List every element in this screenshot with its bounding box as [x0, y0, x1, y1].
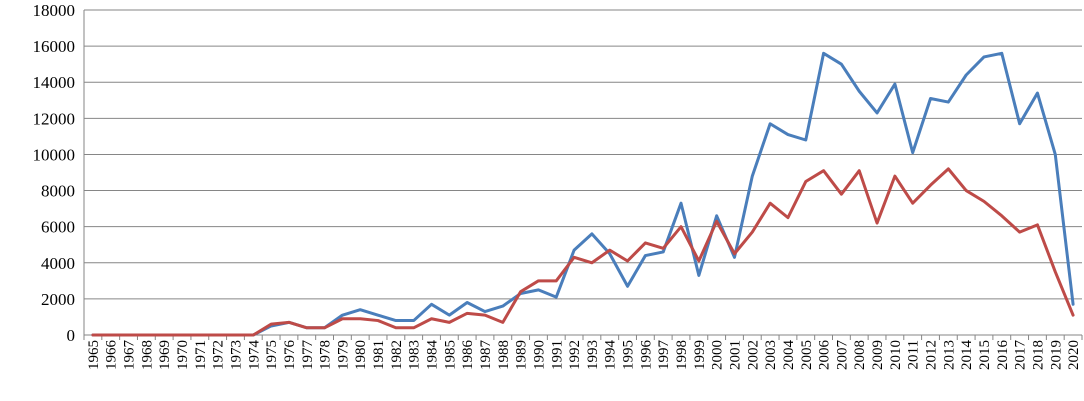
- x-tick-label: 2016: [995, 340, 1011, 371]
- x-tick-label: 1983: [407, 340, 423, 370]
- x-tick-label: 2007: [834, 340, 850, 371]
- x-tick-label: 2009: [870, 340, 886, 370]
- x-tick-label: 1996: [638, 340, 654, 371]
- x-tick-label: 1989: [514, 340, 530, 370]
- x-tick-label: 2019: [1048, 340, 1064, 370]
- x-tick-label: 1995: [621, 340, 637, 370]
- x-tick-label: 2008: [852, 340, 868, 370]
- x-tick-label: 2003: [763, 340, 779, 370]
- x-tick-label: 1981: [371, 340, 387, 370]
- x-tick-label: 1980: [353, 340, 369, 370]
- x-tick-label: 1965: [86, 340, 102, 370]
- x-tick-label: 2015: [977, 340, 993, 370]
- x-tick-label: 1984: [425, 340, 441, 371]
- y-tick-label: 8000: [41, 182, 75, 201]
- y-tick-label: 18000: [33, 1, 76, 20]
- x-tick-label: 1988: [496, 340, 512, 370]
- y-tick-label: 16000: [33, 37, 76, 56]
- x-tick-label: 1975: [264, 340, 280, 370]
- x-tick-label: 2004: [781, 340, 797, 371]
- x-tick-label: 2005: [799, 340, 815, 370]
- x-tick-label: 2002: [745, 340, 761, 370]
- x-tick-label: 1968: [139, 340, 155, 370]
- x-tick-label: 1997: [656, 340, 672, 371]
- gridlines: [84, 9, 1082, 300]
- y-tick-label: 4000: [41, 254, 75, 273]
- x-tick-label: 1986: [460, 340, 476, 371]
- x-tick-label: 1970: [175, 340, 191, 370]
- x-tick-label: 1999: [692, 340, 708, 370]
- x-tick-label: 2006: [817, 340, 833, 371]
- x-tick-label: 1991: [549, 340, 565, 370]
- x-tick-label: 1967: [122, 340, 138, 371]
- x-tick-label: 2010: [888, 340, 904, 370]
- y-tick-label: 10000: [33, 145, 76, 164]
- series-line-1: [91, 51, 1075, 337]
- y-tick-label: 6000: [41, 218, 75, 237]
- x-tick-label: 1978: [318, 340, 334, 370]
- x-tick-label: 1969: [157, 340, 173, 370]
- axes: [83, 10, 1083, 340]
- y-axis-ticks: 0 2000 4000 6000 8000 10000 12000 14000 16000 180…: [33, 1, 76, 345]
- series-line-2: [91, 167, 1075, 337]
- y-tick-label: 14000: [33, 73, 76, 92]
- x-tick-label: 1977: [300, 340, 316, 371]
- x-tick-label: 1992: [567, 340, 583, 370]
- x-tick-label: 2014: [959, 340, 975, 371]
- x-tick-label: 1982: [389, 340, 405, 370]
- x-tick-label: 2017: [1013, 340, 1029, 371]
- y-tick-label: 12000: [33, 109, 76, 128]
- x-tick-label: 2018: [1030, 340, 1046, 370]
- x-tick-label: 1979: [335, 340, 351, 370]
- x-tick-label: 1998: [674, 340, 690, 370]
- series-lines: [91, 51, 1075, 337]
- x-tick-label: 1976: [282, 340, 298, 371]
- x-tick-label: 1972: [211, 340, 227, 370]
- x-tick-label: 1985: [442, 340, 458, 370]
- x-axis-ticks: 1965 1966 1967 1968 1969 1970 1971 1972 1973 1974…: [86, 340, 1082, 371]
- x-tick-label: 2011: [906, 340, 922, 369]
- y-tick-label: 2000: [41, 290, 75, 309]
- x-tick-label: 1973: [228, 340, 244, 370]
- x-tick-label: 2001: [727, 340, 743, 370]
- x-tick-label: 1993: [585, 340, 601, 370]
- x-tick-label: 1994: [603, 340, 619, 371]
- x-tick-label: 1990: [531, 340, 547, 370]
- x-tick-label: 1971: [193, 340, 209, 370]
- x-tick-label: 1987: [478, 340, 494, 371]
- x-tick-label: 1966: [104, 340, 120, 371]
- x-tick-label: 1974: [246, 340, 262, 371]
- y-tick-label: 0: [67, 326, 76, 345]
- x-tick-label: 2020: [1066, 340, 1082, 370]
- x-tick-label: 2012: [924, 340, 940, 370]
- x-tick-label: 2000: [710, 340, 726, 370]
- x-tick-label: 2013: [941, 340, 957, 370]
